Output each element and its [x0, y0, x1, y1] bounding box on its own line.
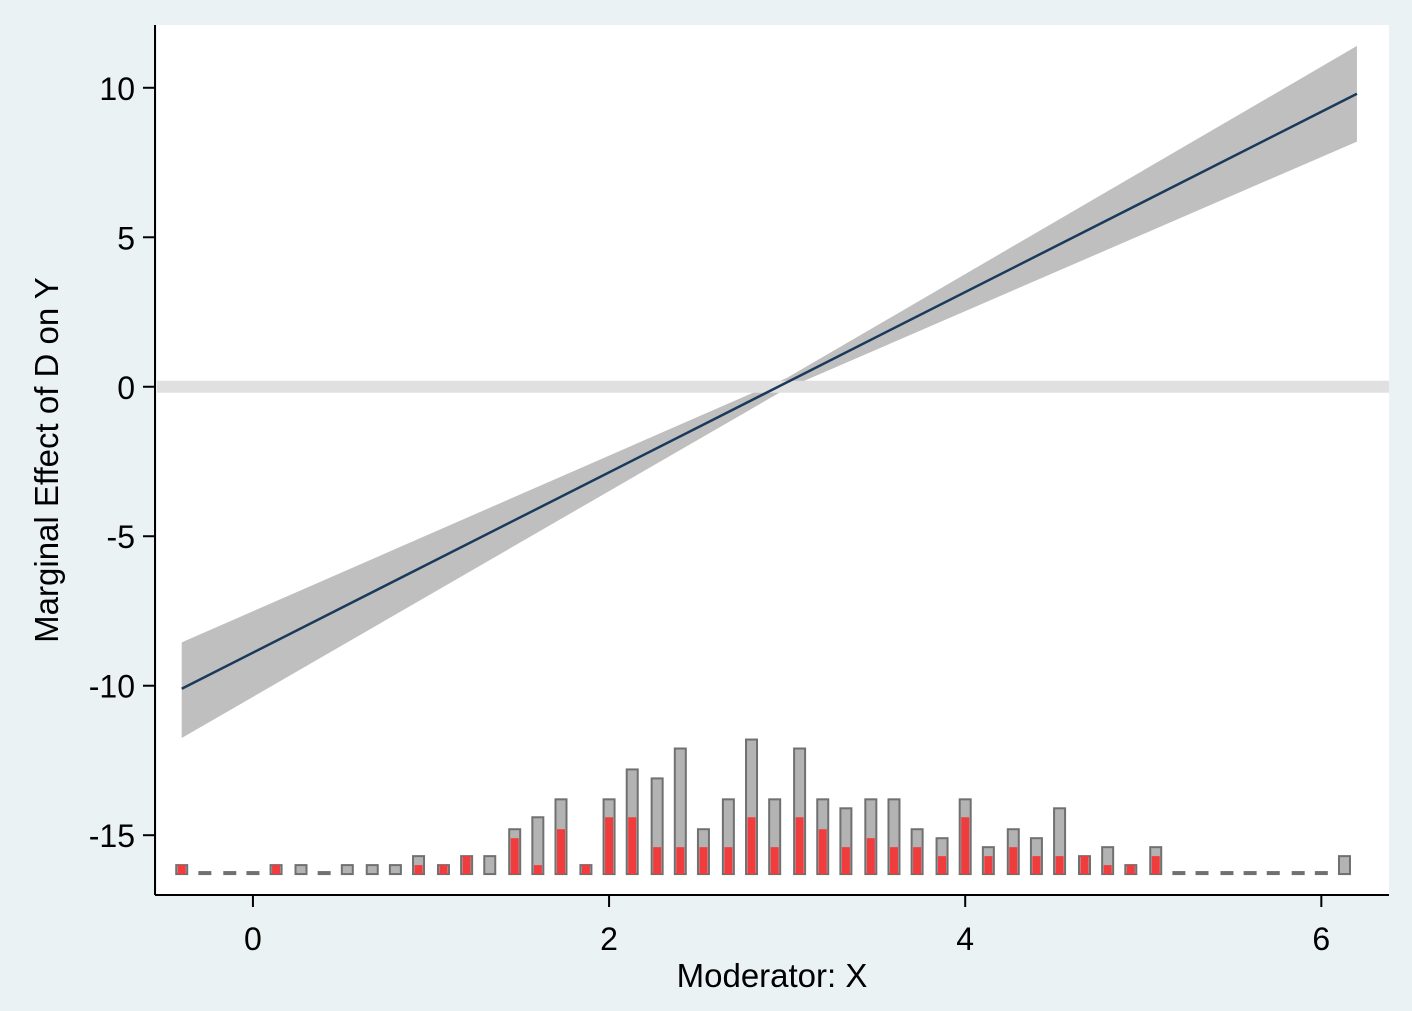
- histogram-bar-total: [223, 871, 237, 876]
- histogram-bar-total: [365, 864, 379, 876]
- histogram-bar-treated: [414, 865, 423, 875]
- histogram-bar-treated: [938, 856, 947, 875]
- histogram-bar-treated: [605, 817, 614, 875]
- y-tick-label: -15: [89, 818, 135, 854]
- x-tick-label: 4: [956, 921, 974, 957]
- histogram-bar-treated: [699, 847, 708, 875]
- histogram-bar-treated: [984, 856, 993, 875]
- histogram-bar-treated: [439, 865, 448, 875]
- histogram-bar-treated: [1103, 865, 1112, 875]
- histogram-bar-treated: [1032, 856, 1041, 875]
- histogram-bar-treated: [1009, 847, 1018, 875]
- histogram-bar-total: [246, 871, 260, 876]
- histogram-bar-total: [1337, 855, 1351, 876]
- histogram-bar-total: [483, 855, 497, 876]
- x-tick-label: 6: [1312, 921, 1330, 957]
- histogram-bar-treated: [724, 847, 733, 875]
- y-tick-label: 10: [99, 71, 135, 107]
- histogram-bar-treated: [653, 847, 662, 875]
- histogram-bar-treated: [818, 829, 827, 875]
- histogram-bar-total: [1314, 871, 1328, 876]
- histogram-bar-treated: [795, 817, 804, 875]
- histogram-bar-treated: [581, 865, 590, 875]
- y-tick-label: 0: [117, 370, 135, 406]
- histogram-bar-treated: [961, 817, 970, 875]
- histogram-bar-total: [388, 864, 402, 876]
- y-tick-label: -10: [89, 669, 135, 705]
- y-tick-label: 5: [117, 220, 135, 256]
- histogram-bar-total: [1243, 871, 1257, 876]
- histogram-bar-total: [1172, 871, 1186, 876]
- histogram-bar-total: [1195, 871, 1209, 876]
- x-tick-label: 0: [244, 921, 262, 957]
- histogram-bar-total: [317, 871, 331, 876]
- histogram-bar-treated: [889, 847, 898, 875]
- histogram-bar-treated: [628, 817, 637, 875]
- histogram-bar-treated: [1126, 865, 1135, 875]
- histogram-bar-treated: [1080, 856, 1089, 875]
- y-axis-label: Marginal Effect of D on Y: [28, 277, 65, 643]
- histogram-bar-treated: [556, 829, 565, 875]
- marginal-effect-line: [181, 92, 1358, 690]
- histogram-bar-treated: [913, 847, 922, 875]
- histogram-bar-treated: [1151, 856, 1160, 875]
- x-axis-label: Moderator: X: [677, 957, 868, 994]
- histogram-bar-treated: [272, 865, 281, 875]
- histogram-bar-treated: [770, 847, 779, 875]
- histogram-bar-treated: [1055, 856, 1064, 875]
- histogram-bar-treated: [866, 838, 875, 875]
- x-tick-label: 2: [600, 921, 618, 957]
- histogram-bar-treated: [533, 865, 542, 875]
- histogram-bar-total: [1266, 871, 1280, 876]
- histogram-bar-total: [1220, 871, 1234, 876]
- histogram-bar-total: [198, 871, 212, 876]
- histogram-bar-treated: [177, 865, 186, 875]
- histogram-bar-treated: [676, 847, 685, 875]
- histogram-bar-treated: [747, 817, 756, 875]
- histogram-bar-total: [531, 816, 545, 876]
- histogram-bar-total: [294, 864, 308, 876]
- histogram-bar-total: [1291, 871, 1305, 876]
- histogram-bar-total: [1101, 846, 1115, 876]
- histogram-bar-total: [340, 864, 354, 876]
- histogram-bar-treated: [462, 856, 471, 875]
- y-tick-label: -5: [107, 519, 135, 555]
- histogram-bar-treated: [841, 847, 850, 875]
- histogram-bar-treated: [510, 838, 519, 875]
